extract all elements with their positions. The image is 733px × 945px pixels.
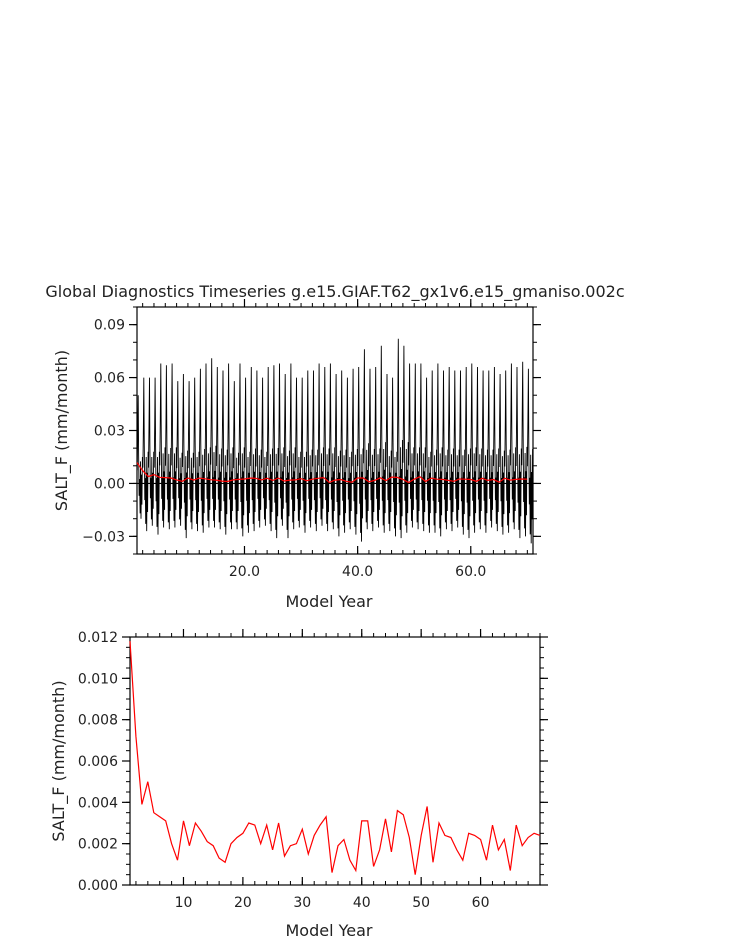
annual-mean-series-line [129, 641, 541, 875]
x-tick-label: 60 [472, 895, 490, 911]
x-tick-label: 60.0 [455, 564, 486, 580]
x-tick-label: 40 [353, 895, 371, 911]
y-tick-label: 0.010 [78, 671, 118, 687]
y-tick-label: 0.06 [94, 371, 125, 387]
bottom-chart: 10 20 30 40 50 60 0.000 0.002 0.004 0.006 0.008 0.0… [49, 629, 548, 940]
x-tick-label: 50 [412, 895, 430, 911]
y-tick-label: 0.00 [94, 476, 125, 492]
y-tick-label: −0.03 [82, 529, 125, 545]
y-axis-label: SALT_F (mm/month) [52, 350, 72, 511]
y-tick-label: 0.012 [78, 630, 118, 646]
x-tick-label: 20.0 [229, 564, 260, 580]
x-axis-label: Model Year [286, 921, 373, 940]
y-tick-label: 0.004 [78, 795, 118, 811]
plot-frame [129, 636, 541, 886]
x-tick-label: 40.0 [342, 564, 373, 580]
x-tick-label: 20 [234, 895, 252, 911]
y-tick-label: 0.09 [94, 318, 125, 334]
figure-title: Global Diagnostics Timeseries g.e15.GIAF… [45, 282, 624, 302]
y-tick-label: 0.03 [94, 424, 125, 440]
x-tick-label: 30 [293, 895, 311, 911]
x-tick-label: 10 [175, 895, 193, 911]
y-tick-label: 0.000 [78, 878, 118, 894]
monthly-series-line [136, 338, 534, 544]
top-chart: 20.0 40.0 60.0 −0.03 0.00 0.03 0.06 0.09 Model Y… [52, 299, 541, 611]
y-tick-label: 0.002 [78, 837, 118, 853]
y-tick-label: 0.006 [78, 754, 118, 770]
y-tick-label: 0.008 [78, 713, 118, 729]
annual-mean-series-line [136, 462, 528, 484]
x-axis-label: Model Year [286, 592, 373, 611]
y-axis-label: SALT_F (mm/month) [49, 680, 69, 841]
